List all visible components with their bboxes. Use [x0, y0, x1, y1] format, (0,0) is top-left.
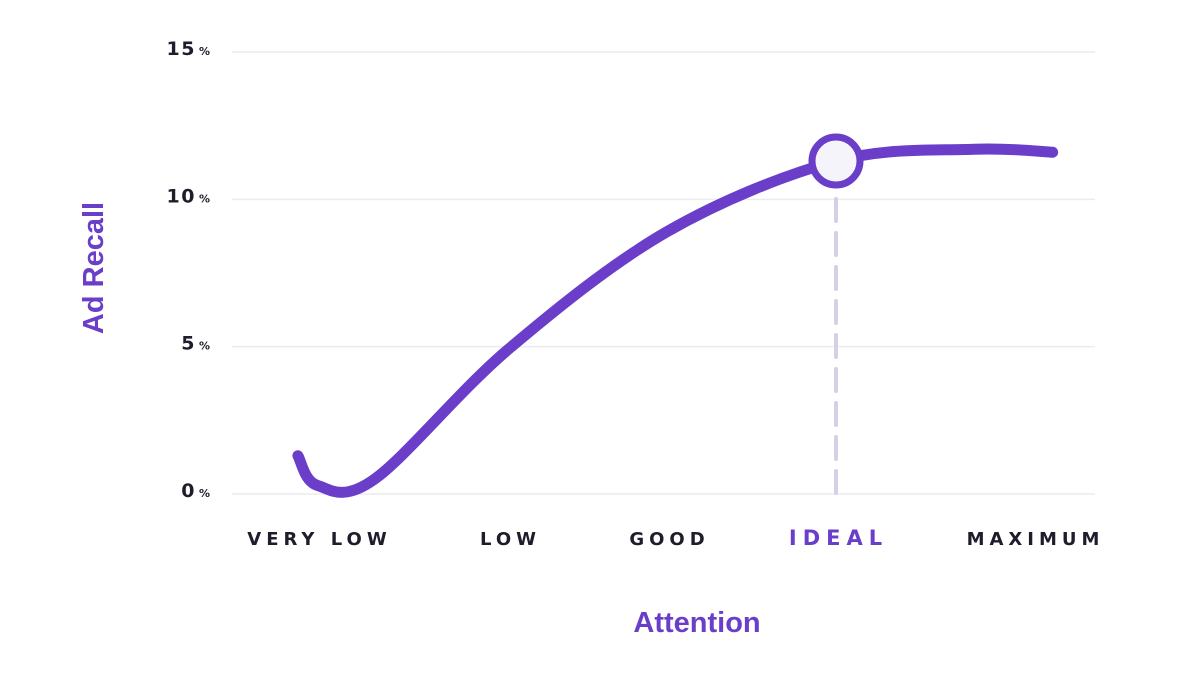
y-axis-ticks: 0 % 5 % 10 % 15% — [167, 38, 210, 502]
y-tick-label: 0% — [181, 480, 210, 502]
x-category-label: VERY LOW — [247, 529, 391, 550]
y-tick-label: 10% — [167, 185, 210, 207]
y-tick-label: 5% — [181, 333, 210, 355]
x-category-label: IDEAL — [789, 526, 888, 550]
x-category-label: MAXIMUM — [967, 529, 1105, 550]
x-category-label: LOW — [480, 529, 541, 550]
x-axis-categories: VERY LOW LOW GOOD IDEAL MAXIMUM — [247, 526, 1105, 550]
ideal-point-marker — [808, 133, 864, 189]
y-tick-label: 15% — [167, 38, 210, 60]
x-axis-title: Attention — [633, 607, 760, 639]
y-axis-title: Ad Recall — [78, 202, 110, 334]
x-category-label: GOOD — [629, 529, 709, 550]
grid-lines — [232, 51, 1095, 495]
series-line — [292, 143, 1059, 498]
